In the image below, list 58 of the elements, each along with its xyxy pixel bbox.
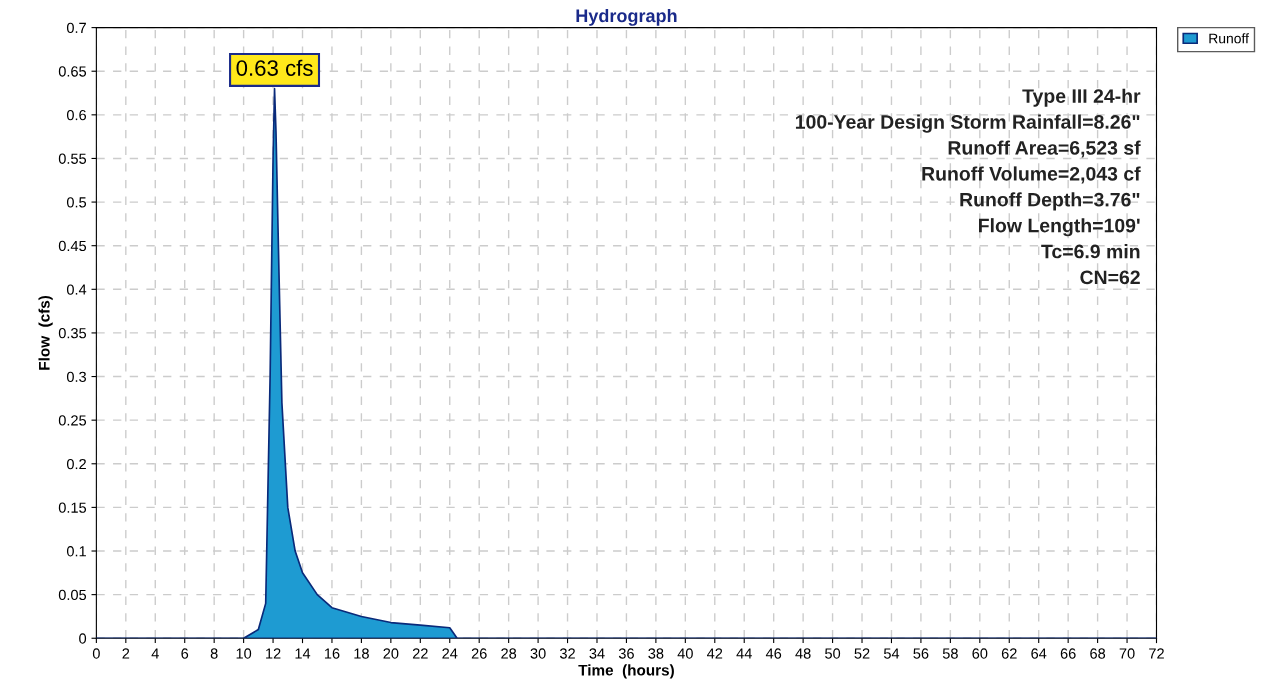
y-tick-label: 0 — [79, 633, 87, 644]
x-tick-label: 36 — [618, 648, 634, 659]
x-tick-label: 60 — [972, 648, 988, 659]
x-tick-label: 54 — [883, 648, 900, 659]
y-tick-label: 0.65 — [58, 66, 87, 77]
x-tick-label: 6 — [181, 648, 189, 659]
y-tick-label: 0.5 — [66, 197, 87, 208]
x-tick-label: 42 — [707, 648, 723, 659]
x-tick-label: 38 — [648, 648, 664, 659]
y-tick-label: 0.55 — [58, 153, 87, 164]
y-tick-label: 0.2 — [66, 458, 86, 470]
x-tick-label: 28 — [501, 648, 517, 659]
x-tick-label: 70 — [1119, 648, 1135, 659]
y-tick-label: 0.25 — [58, 415, 87, 426]
x-tick-label: 48 — [795, 648, 811, 659]
x-tick-label: 10 — [236, 648, 252, 659]
x-tick-label: 62 — [1001, 648, 1017, 659]
x-tick-label: 46 — [765, 648, 782, 659]
x-tick-label: 8 — [210, 648, 218, 659]
y-tick-label: 0.3 — [66, 371, 87, 382]
x-tick-label: 64 — [1031, 648, 1047, 659]
y-axis-title: Flow (cfs) — [38, 295, 53, 370]
x-tick-label: 68 — [1090, 648, 1106, 659]
x-tick-label: 14 — [295, 648, 311, 659]
legend-label: Runoff — [1209, 33, 1249, 44]
x-tick-label: 66 — [1060, 648, 1076, 659]
x-tick-label: 44 — [736, 648, 752, 659]
x-tick-label: 26 — [471, 648, 487, 659]
x-tick-label: 40 — [677, 648, 693, 659]
y-tick-label: 0.45 — [58, 240, 87, 252]
chart-title: Hydrograph — [576, 8, 677, 26]
y-tick-label: 0.4 — [66, 284, 87, 295]
x-tick-label: 2 — [122, 648, 130, 659]
x-tick-label: 4 — [151, 648, 159, 659]
y-tick-label: 0.1 — [66, 546, 86, 557]
x-tick-label: 24 — [442, 648, 458, 659]
y-tick-label: 0.15 — [58, 502, 87, 513]
x-tick-label: 52 — [854, 648, 870, 659]
x-tick-label: 50 — [825, 648, 841, 659]
x-tick-label: 56 — [913, 648, 929, 659]
x-tick-label: 30 — [530, 648, 546, 659]
x-tick-label: 20 — [383, 648, 399, 659]
x-tick-label: 0 — [92, 648, 100, 659]
x-tick-label: 18 — [354, 648, 369, 659]
y-tick-label: 0.6 — [66, 109, 87, 121]
x-tick-label: 32 — [559, 648, 575, 659]
x-tick-label: 22 — [412, 648, 428, 659]
y-tick-label: 0.05 — [58, 589, 87, 601]
y-tick-label: 0.35 — [58, 328, 87, 339]
x-tick-label: 58 — [942, 648, 958, 659]
x-axis-title: Time (hours) — [578, 664, 674, 679]
x-tick-label: 34 — [589, 648, 605, 659]
x-tick-label: 72 — [1149, 648, 1164, 659]
annotation: Type III 24-hr 100-Year Design Storm Rainfall=8.26" Runoff Area=6,523 sf Runoff Volume=2,043 cf Runoff Depth=3.76" Flow Length=109' Tc=6.9 min CN=62 — [795, 88, 1141, 285]
x-tick-label: 16 — [324, 648, 340, 659]
annotation: 0.63 cfs — [236, 59, 313, 76]
x-tick-label: 12 — [266, 648, 281, 659]
y-tick-label: 0.7 — [66, 22, 86, 34]
